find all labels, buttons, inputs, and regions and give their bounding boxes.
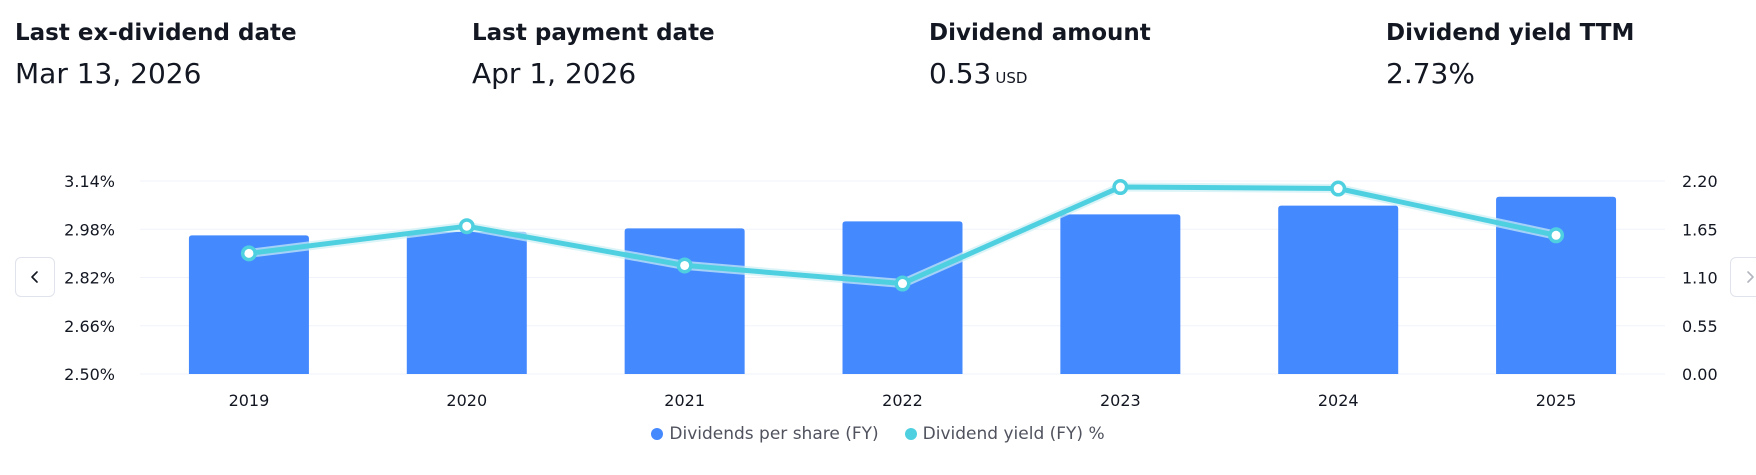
bar [1278, 205, 1399, 374]
right-axis-tick-label: 2.20 [1682, 172, 1718, 191]
data-point-center [898, 279, 907, 289]
stat-label: Dividend amount [929, 20, 1151, 46]
legend-line-swatch [904, 428, 917, 440]
dividend-stats: Last ex-dividend date Mar 13, 2026 Last … [0, 0, 1756, 110]
bar [188, 235, 309, 374]
right-axis-tick-label: 0.55 [1682, 317, 1718, 336]
data-point-center [244, 248, 254, 258]
stat-label: Dividend yield TTM [1386, 20, 1635, 46]
x-axis-tick-label: 2023 [1100, 391, 1141, 410]
data-point-center [1115, 182, 1125, 192]
legend-item-dividend-yield[interactable]: Dividend yield (FY) % [904, 424, 1105, 444]
bar [842, 221, 963, 374]
x-axis-tick-label: 2022 [882, 391, 923, 410]
left-axis-tick-label: 2.66% [64, 317, 115, 336]
x-axis-tick-label: 2019 [229, 391, 270, 410]
stat-payment-date: Last payment date Apr 1, 2026 [472, 18, 715, 92]
legend-label: Dividend yield (FY) % [922, 424, 1105, 444]
left-axis-tick-label: 2.98% [64, 220, 115, 239]
bar [624, 228, 745, 374]
left-axis-tick-label: 2.82% [64, 269, 115, 288]
chevron-left-icon [31, 271, 38, 283]
x-axis-tick-label: 2021 [664, 391, 705, 410]
x-axis-tick-label: 2025 [1536, 391, 1577, 410]
prev-button[interactable] [15, 257, 55, 297]
stat-value: Apr 1, 2026 [472, 57, 637, 90]
stat-value: 2.73% [1386, 57, 1475, 90]
data-point-center [1333, 184, 1343, 194]
stat-value: 0.53 USD [929, 57, 1028, 90]
legend-item-dividends-per-share[interactable]: Dividends per share (FY) [651, 424, 879, 444]
stat-label: Last payment date [472, 20, 715, 46]
x-axis-tick-label: 2020 [446, 391, 487, 410]
stat-dividend-yield: Dividend yield TTM 2.73% [1386, 18, 1634, 92]
next-button[interactable] [1730, 257, 1756, 297]
stat-dividend-amount: Dividend amount 0.53 USD [929, 18, 1151, 96]
stat-value: Mar 13, 2026 [15, 57, 202, 90]
chart-legend: Dividends per share (FY) Dividend yield … [0, 424, 1756, 444]
bar [1496, 196, 1617, 374]
right-axis-tick-label: 0.00 [1682, 365, 1718, 384]
chevron-right-icon [1747, 271, 1754, 283]
data-point-center [462, 221, 472, 231]
legend-bar-swatch [651, 428, 664, 440]
x-axis-tick-label: 2024 [1318, 391, 1359, 410]
stat-label: Last ex-dividend date [15, 20, 297, 46]
right-axis-tick-label: 1.10 [1682, 269, 1718, 288]
currency-unit: USD [995, 69, 1028, 87]
data-point-center [680, 260, 690, 270]
right-axis-tick-label: 1.65 [1682, 220, 1718, 239]
left-axis-tick-label: 2.50% [64, 365, 115, 384]
legend-label: Dividends per share (FY) [669, 424, 879, 444]
bar [1060, 214, 1181, 374]
bar [406, 231, 527, 374]
left-axis-tick-label: 3.14% [64, 172, 115, 191]
data-point-center [1551, 230, 1561, 240]
stat-ex-dividend-date: Last ex-dividend date Mar 13, 2026 [15, 18, 297, 92]
